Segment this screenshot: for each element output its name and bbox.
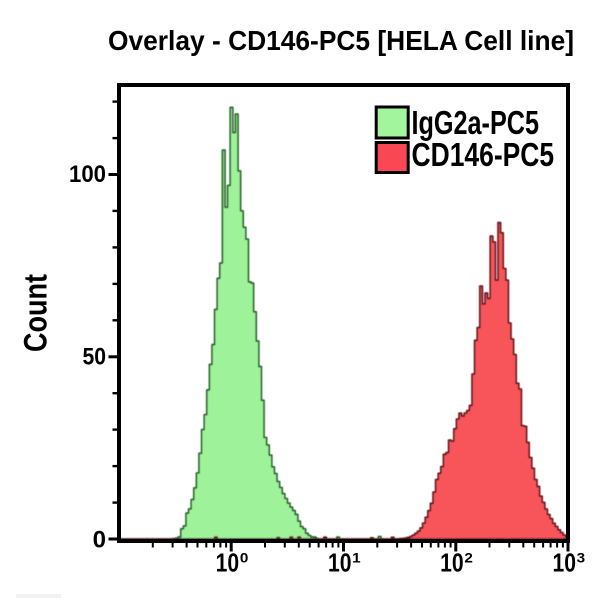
svg-text:3: 3	[577, 550, 586, 566]
svg-text:0: 0	[240, 550, 249, 566]
svg-text:IgG2a-PC5: IgG2a-PC5	[412, 104, 540, 141]
svg-text:10: 10	[440, 547, 464, 577]
svg-text:10: 10	[552, 547, 576, 577]
svg-text:Count: Count	[18, 274, 54, 352]
svg-text:100: 100	[69, 161, 106, 188]
svg-text:10: 10	[216, 547, 240, 577]
svg-text:1: 1	[352, 550, 361, 566]
svg-text:Overlay - CD146-PC5 [HELA Cell: Overlay - CD146-PC5 [HELA Cell line]	[108, 25, 574, 56]
svg-text:0: 0	[93, 527, 106, 554]
svg-text:2: 2	[464, 550, 473, 566]
svg-text:50: 50	[83, 344, 107, 371]
svg-text:10: 10	[328, 547, 352, 577]
svg-text:CD146-PC5: CD146-PC5	[412, 136, 555, 173]
